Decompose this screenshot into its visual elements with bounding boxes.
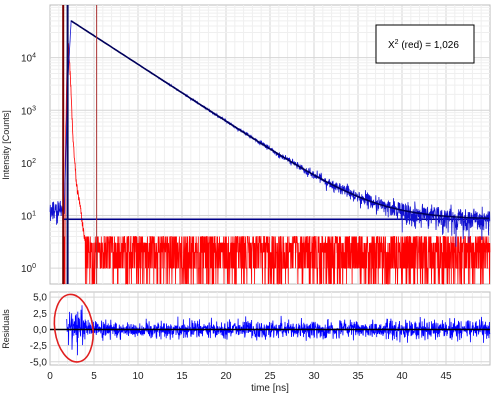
chi-square-text: X2 (red) = 1,026 bbox=[388, 39, 459, 51]
residuals-y-tick-label: 2,5 bbox=[33, 309, 47, 320]
decay-y-label: Intensity [Counts] bbox=[1, 110, 11, 180]
x-tick-label: 10 bbox=[132, 371, 144, 382]
x-tick-label: 0 bbox=[47, 371, 53, 382]
decay-ticks: 100 101 102 103 104 bbox=[21, 53, 36, 276]
decay-y-tick-label: 101 bbox=[21, 211, 36, 223]
x-axis-label: time [ns] bbox=[251, 383, 289, 394]
decay-panel: 100 101 102 103 104 Intensity [Counts] X2 (r… bbox=[1, 4, 491, 285]
residuals-panel: 5,0 2,5 0,0 -2,5 -5,0 0 5 10 15 20 25 30 35 40 45 Resi… bbox=[1, 291, 491, 394]
residuals-y-tick-label: 5,0 bbox=[33, 293, 47, 304]
x-tick-label: 15 bbox=[176, 371, 188, 382]
x-tick-label: 45 bbox=[440, 371, 452, 382]
x-tick-label: 20 bbox=[220, 371, 232, 382]
x-tick-label: 35 bbox=[352, 371, 364, 382]
decay-y-tick-label: 100 bbox=[21, 263, 36, 275]
highlight-ellipse bbox=[53, 293, 94, 363]
x-tick-label: 5 bbox=[91, 371, 97, 382]
residuals-series bbox=[50, 293, 491, 363]
x-tick-label: 25 bbox=[264, 371, 276, 382]
decay-y-tick-label: 104 bbox=[21, 53, 36, 65]
x-tick-label: 40 bbox=[396, 371, 408, 382]
decay-y-tick-label: 103 bbox=[21, 105, 36, 117]
irf-series-line bbox=[63, 33, 491, 285]
residuals-y-tick-label: -2,5 bbox=[30, 341, 48, 352]
residuals-ticks: 5,0 2,5 0,0 -2,5 -5,0 0 5 10 15 20 25 30 35 40 45 bbox=[30, 293, 452, 382]
residuals-y-tick-label: 0,0 bbox=[33, 325, 47, 336]
chi-square-box: X2 (red) = 1,026 bbox=[375, 24, 475, 64]
fit-series-line bbox=[70, 20, 490, 220]
decay-y-tick-label: 102 bbox=[21, 158, 36, 170]
decay-series bbox=[49, 5, 491, 285]
residuals-y-label: Residuals bbox=[1, 309, 11, 349]
residuals-y-tick-label: -5,0 bbox=[30, 357, 48, 368]
x-tick-label: 30 bbox=[308, 371, 320, 382]
